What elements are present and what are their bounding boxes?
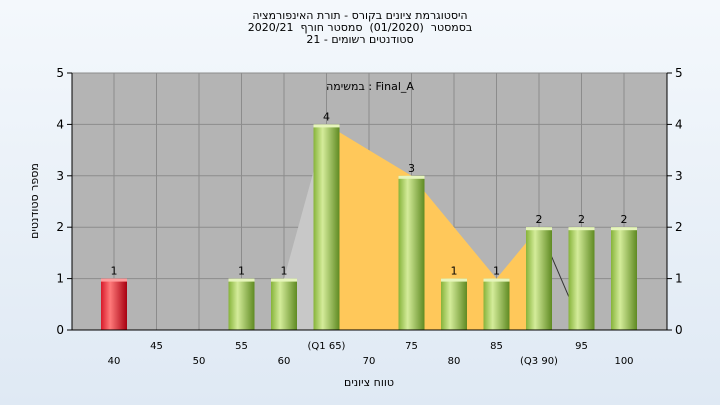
x-tick-label: 80 bbox=[448, 356, 461, 367]
x-tick-label: 40 bbox=[108, 356, 121, 367]
bar bbox=[441, 278, 467, 330]
bar bbox=[228, 278, 255, 330]
bar-top-highlight bbox=[271, 278, 297, 282]
x-tick-label: 95 bbox=[575, 341, 588, 352]
chart-title-line-1: היסטוגרמת ציונים בקורס - תורת האינפורמצי… bbox=[252, 9, 468, 22]
bar-top-highlight bbox=[568, 227, 595, 231]
y-tick-label-right: 0 bbox=[675, 323, 683, 337]
bar bbox=[101, 278, 127, 330]
bar bbox=[611, 227, 637, 330]
chart-subtitle: במשימה : Final_A bbox=[326, 80, 414, 93]
bar bbox=[483, 278, 510, 330]
bar-top-highlight bbox=[313, 124, 340, 128]
x-tick-label: 70 bbox=[363, 356, 376, 367]
chart-title-line-2: בסמסטר (01/2020) סמסטר חורף 2020/21 bbox=[247, 21, 473, 34]
chart-title: היסטוגרמת ציונים בקורס - תורת האינפורמצי… bbox=[0, 10, 720, 46]
bar-value-label: 2 bbox=[578, 213, 585, 226]
y-tick-label-right: 5 bbox=[675, 66, 683, 80]
y-tick-label-right: 1 bbox=[675, 272, 683, 286]
bar-value-label: 1 bbox=[493, 265, 500, 278]
bar-value-label: 1 bbox=[111, 265, 118, 278]
y-tick-label-left: 3 bbox=[56, 169, 64, 183]
x-tick-label: 45 bbox=[150, 341, 163, 352]
y-tick-label-left: 1 bbox=[56, 272, 64, 286]
x-tick-label: (Q3 90) bbox=[520, 356, 558, 367]
x-tick-label: 55 bbox=[235, 341, 248, 352]
y-tick-label-right: 2 bbox=[675, 220, 683, 234]
x-tick-label: 75 bbox=[405, 341, 418, 352]
bar-value-label: 4 bbox=[323, 110, 330, 123]
bar-top-highlight bbox=[483, 278, 510, 282]
x-tick-label: 100 bbox=[614, 356, 633, 367]
y-tick-label-left: 5 bbox=[56, 66, 64, 80]
x-tick-label: 50 bbox=[193, 356, 206, 367]
y-axis-title: מספר סטודנטים bbox=[28, 163, 41, 239]
y-tick-label-left: 4 bbox=[56, 117, 64, 131]
x-tick-label: 85 bbox=[490, 341, 503, 352]
bar-top-highlight bbox=[398, 175, 425, 179]
bar-top-highlight bbox=[101, 278, 127, 282]
bar bbox=[313, 124, 340, 331]
bar bbox=[568, 227, 595, 330]
y-tick-label-right: 3 bbox=[675, 169, 683, 183]
x-tick-label: 60 bbox=[278, 356, 291, 367]
bar-top-highlight bbox=[228, 278, 255, 282]
bar-top-highlight bbox=[441, 278, 467, 282]
bar-value-label: 1 bbox=[451, 265, 458, 278]
bar-top-highlight bbox=[526, 227, 552, 231]
bar-top-highlight bbox=[611, 227, 637, 231]
bar bbox=[398, 175, 425, 330]
x-tick-label: (Q1 65) bbox=[308, 341, 346, 352]
bar-value-label: 2 bbox=[536, 213, 543, 226]
x-axis-title: טווח ציונים bbox=[344, 376, 394, 389]
bar-value-label: 1 bbox=[281, 265, 288, 278]
bar bbox=[271, 278, 297, 330]
y-tick-label-right: 4 bbox=[675, 117, 683, 131]
bar-value-label: 2 bbox=[621, 213, 628, 226]
y-tick-label-left: 0 bbox=[56, 323, 64, 337]
bar bbox=[526, 227, 552, 330]
chart-title-line-3: סטודנטים רשומים - 21 bbox=[306, 33, 414, 46]
bar-value-label: 1 bbox=[238, 265, 245, 278]
bar-value-label: 3 bbox=[408, 162, 415, 175]
y-tick-label-left: 2 bbox=[56, 220, 64, 234]
